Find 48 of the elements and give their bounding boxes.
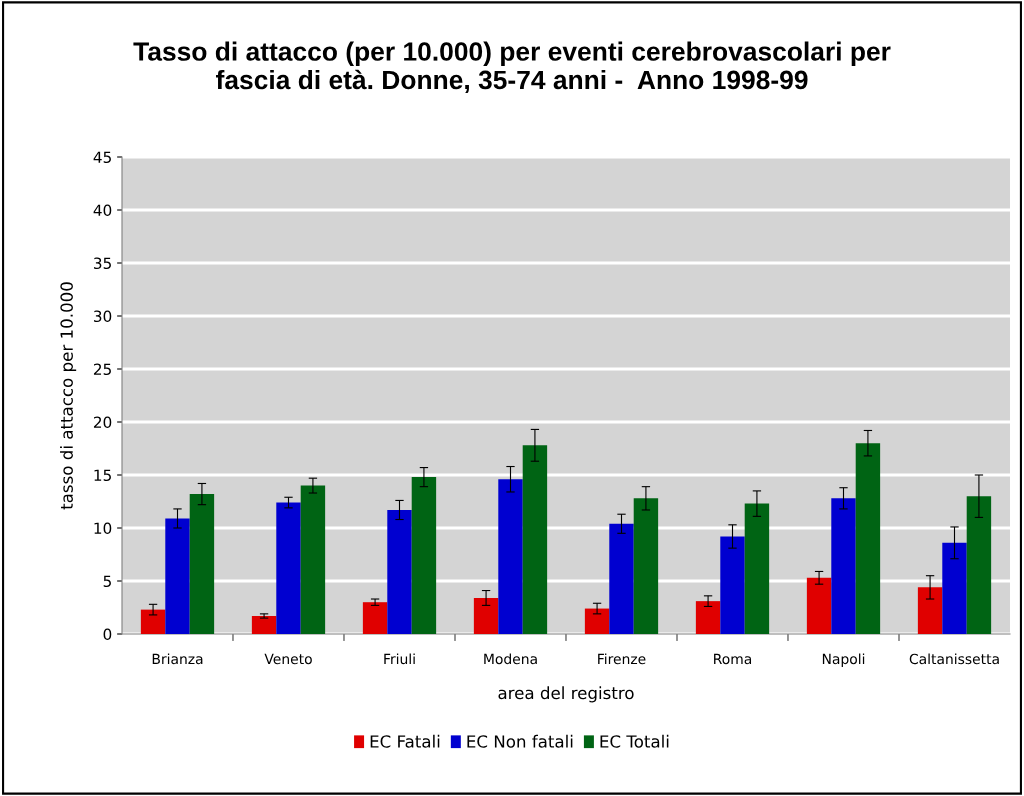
bar <box>609 523 634 634</box>
bar <box>522 445 548 634</box>
bar <box>584 608 610 634</box>
y-tick-label: 35 <box>94 257 111 270</box>
x-tick-label: Napoli <box>822 653 865 667</box>
x-tick-label: Brianza <box>152 653 203 665</box>
bar <box>300 485 326 634</box>
legend-label: EC Totali <box>600 734 669 748</box>
bar <box>633 498 659 634</box>
bar <box>165 518 190 634</box>
bar <box>917 587 943 634</box>
bar <box>473 597 499 634</box>
y-tick-label: 15 <box>94 469 111 482</box>
legend-label: EC Non fatali <box>467 734 573 748</box>
bar <box>140 609 166 634</box>
bar <box>831 498 856 634</box>
y-tick-label: 5 <box>103 575 111 588</box>
bar <box>498 479 523 634</box>
x-tick-label: Friuli <box>384 653 415 665</box>
bar <box>942 542 967 634</box>
x-tick-label: Firenze <box>598 653 646 665</box>
bar <box>966 496 992 634</box>
x-tick-label: Modena <box>484 653 537 665</box>
bar <box>411 477 437 634</box>
y-tick-label: 40 <box>93 204 112 217</box>
y-tick-label: 0 <box>103 628 112 641</box>
bar <box>251 615 277 634</box>
x-tick-label: Roma <box>714 653 752 665</box>
bar <box>362 602 388 634</box>
y-tick-label: 45 <box>93 151 111 164</box>
bar <box>695 601 721 634</box>
x-tick-label: Caltanissetta <box>909 653 999 665</box>
y-tick-label: 20 <box>93 416 112 429</box>
bar <box>387 509 412 634</box>
y-tick-label: 30 <box>94 310 112 323</box>
legend-label: EC Fatali <box>370 734 440 748</box>
x-tick-label: Veneto <box>264 653 312 665</box>
bar <box>720 536 745 634</box>
chart-title: Tasso di attacco (per 10.000) per eventi cerebrovascolari per fascia di età. Donne, 35-74 anni - Anno 1998-99 <box>133 41 891 94</box>
bar <box>855 443 881 634</box>
y-axis-title: tasso di attacco per 10.000 <box>60 282 77 510</box>
bar <box>744 503 770 634</box>
y-tick-label: 25 <box>93 363 111 376</box>
y-tick-label: 10 <box>94 522 112 535</box>
bar <box>806 577 832 634</box>
bar <box>276 502 301 634</box>
x-axis-title: area del registro <box>498 686 634 703</box>
bar <box>189 494 215 634</box>
